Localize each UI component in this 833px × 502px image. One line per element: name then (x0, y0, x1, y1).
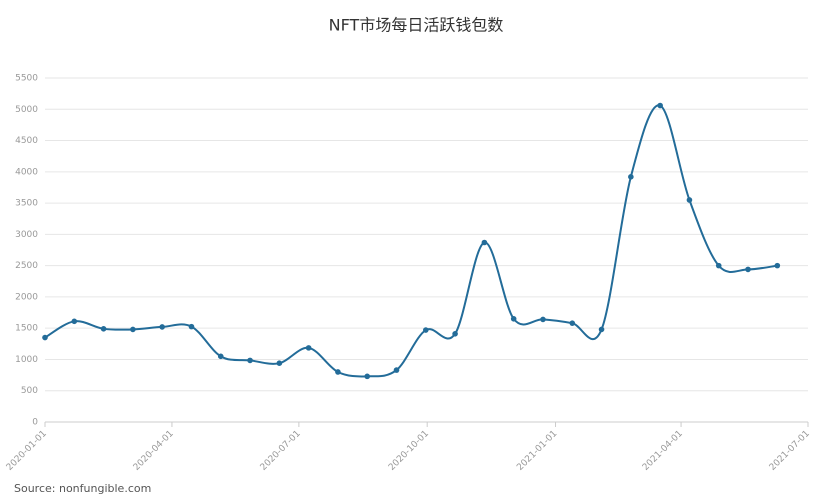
line (44, 104, 778, 378)
x-tick-label: 2020-01-01 (5, 429, 49, 473)
point (42, 334, 48, 341)
point (657, 102, 663, 109)
point (305, 345, 312, 351)
point (393, 367, 400, 373)
point (159, 324, 165, 330)
y-tick-label: 4000 (15, 167, 38, 177)
point (130, 326, 136, 333)
point (745, 266, 751, 273)
point (423, 327, 429, 333)
point (364, 373, 371, 380)
point (540, 316, 546, 323)
y-tick-label: 5000 (15, 105, 38, 115)
y-tick-label: 500 (21, 386, 38, 396)
source: Source: nonfungible.com (14, 482, 151, 495)
y-tick-label: 1000 (15, 355, 38, 365)
point (100, 326, 107, 332)
x-tick-label: 2020-07-01 (259, 429, 303, 473)
y-tick-label: 2000 (15, 292, 38, 302)
x-tick-label: 2021-07-01 (768, 429, 812, 473)
point (335, 369, 341, 375)
x-tick-label: 2021-01-01 (515, 429, 559, 473)
point (569, 320, 576, 326)
y-tick-label: 2500 (15, 261, 38, 271)
y-tick-label: 5500 (15, 74, 38, 84)
x-tick-label: 2021-04-01 (641, 429, 685, 473)
y-tick-label: 3000 (15, 230, 38, 240)
point (247, 357, 253, 364)
x-tick-label: 2020-10-01 (387, 429, 431, 473)
point (686, 197, 693, 203)
x-tick-label: 2020-04-01 (132, 429, 176, 473)
point (481, 239, 488, 246)
point (71, 318, 78, 325)
point (774, 262, 781, 269)
y-tick-label: 4500 (15, 136, 38, 146)
point (628, 174, 634, 180)
point (510, 316, 517, 322)
point (217, 353, 224, 360)
point (452, 331, 458, 337)
y-tick-label: 3500 (15, 199, 38, 209)
chart-title: NFT市场每日活跃钱包数 (329, 16, 504, 35)
y-tick-label: 0 (32, 418, 38, 428)
point (276, 360, 283, 367)
point (188, 323, 195, 330)
point (715, 262, 722, 269)
y-tick-label: 1500 (15, 324, 38, 334)
point (598, 326, 605, 333)
